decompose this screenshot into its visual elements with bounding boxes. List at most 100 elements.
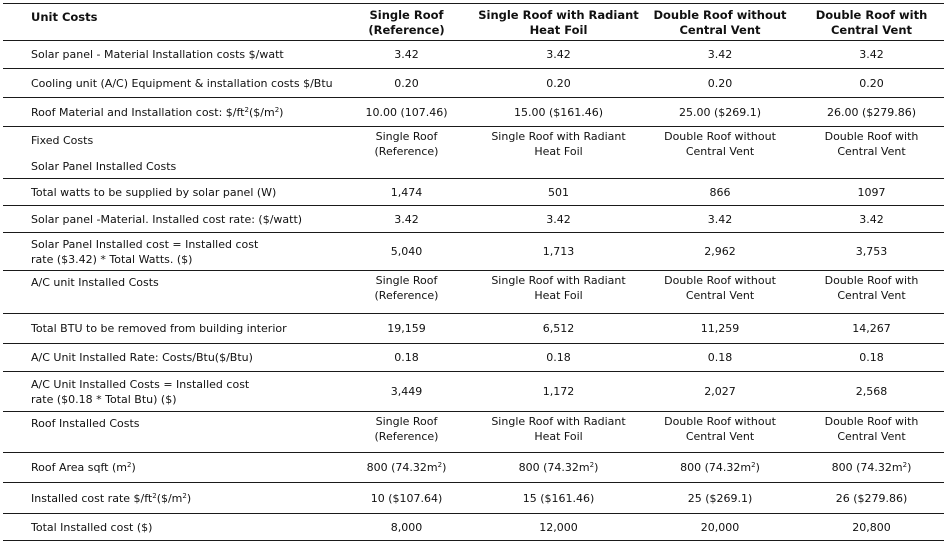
table-row: Solar panel -Material. Installed cost ra… [3,205,944,233]
table-row: A/C unit Installed Costs Single Roof (Refe… [3,270,944,314]
cell-value-text: Central Vent [837,145,906,158]
cell-value-text: Heat Foil [534,430,583,443]
cell-value-text: 800 (74.32m2) [831,461,912,474]
row-label-text: Total watts to be supplied by solar pane… [31,185,277,199]
table-row: A/C Unit Installed Costs = Installed cos… [3,371,944,412]
cell-value: 3.42 [799,40,944,69]
cell-value: 3.42 [337,40,476,69]
cell-value-text: Heat Foil [534,145,583,158]
table-row: Solar Panel Installed cost = Installed c… [3,232,944,271]
header-line: Double Roof without [653,8,787,22]
cell-value-text: 25.00 ($269.1) [678,105,762,119]
cell-value: 15.00 ($161.46) [476,97,641,127]
cell-value-text: 2,962 [704,245,736,258]
table-row: Total Installed cost ($) 8,000 12,000 20,00… [3,513,944,541]
row-label-text: Total Installed cost ($) [31,520,153,534]
row-label: A/C Unit Installed Costs = Installed cos… [3,371,337,412]
cell-value: Double Roof with Central Vent [799,411,944,453]
table-body: Unit Costs Single Roof (Reference) Singl… [3,3,944,541]
cell-value-text: Central Vent [685,430,755,443]
cell-value: 25.00 ($269.1) [641,97,799,127]
cell-value: 3.42 [476,40,641,69]
cell-value: Single Roof (Reference) [337,270,476,314]
cell-value: 25 ($269.1) [641,482,799,514]
cell-value-text: 20,800 [852,520,891,534]
row-label-text: Total BTU to be removed from building in… [31,322,287,335]
header-single-roof: Single Roof (Reference) [337,3,476,41]
row-label-text: rate ($0.18 * Total Btu) ($) [31,392,177,406]
cell-value-text: Central Vent [837,289,906,302]
cell-value: 3.42 [337,205,476,233]
cell-value: Single Roof (Reference) [337,411,476,453]
cell-value: 0.20 [799,68,944,98]
cell-value: 14,267 [799,313,944,344]
cell-value-text: 20,000 [700,520,740,534]
cell-value: 20,800 [799,513,944,541]
cell-value-text: Central Vent [685,145,755,158]
table-row: Total watts to be supplied by solar pane… [3,178,944,206]
cell-value: 19,159 [337,313,476,344]
cell-value: Single Roof (Reference) [337,126,476,179]
cell-value-text: 866 [709,185,731,199]
cell-value: 0.18 [641,343,799,372]
cell-value: 5,040 [337,232,476,271]
row-label: Solar panel - Material Installation cost… [3,40,337,69]
cell-value-text: 8,000 [390,520,423,534]
cell-value: 0.18 [476,343,641,372]
cell-value-text: Single Roof [375,415,438,428]
cell-value: 10 ($107.64) [337,482,476,514]
row-label-text: A/C Unit Installed Costs = Installed cos… [31,377,250,391]
cell-value-text: Single Roof [375,130,438,143]
cell-value: 1,713 [476,232,641,271]
unit-costs-table: Unit Costs Single Roof (Reference) Singl… [3,3,944,541]
row-label: Solar Panel Installed cost = Installed c… [3,232,337,271]
cell-value-text: Single Roof [375,274,438,287]
cell-value: Double Roof without Central Vent [641,411,799,453]
row-sublabel: Solar Panel Installed Costs [31,160,177,173]
header-double-roof-no-vent: Double Roof without Central Vent [641,3,799,41]
cell-value: 20,000 [641,513,799,541]
cell-value-text: 2,568 [855,385,888,398]
cell-value-text: Double Roof with [824,415,919,428]
cell-value-text: 800 (74.32m2) [518,461,599,474]
cell-value: 501 [476,178,641,206]
cell-value-text: 3.42 [859,212,884,226]
cell-value: 10.00 (107.46) [337,97,476,127]
cell-value: 3.42 [641,205,799,233]
row-label-text: Cooling unit (A/C) Equipment & installat… [31,76,333,90]
row-label-text: Fixed Costs [31,134,94,147]
cell-value: 800 (74.32m2) [799,452,944,483]
header-single-roof-foil: Single Roof with Radiant Heat Foil [476,3,641,41]
cell-value-text: Double Roof without [664,415,776,428]
cell-value-text: 12,000 [539,520,578,534]
header-unit-costs: Unit Costs [3,3,337,41]
cell-value-text: 5,040 [390,245,423,258]
cell-value: 866 [641,178,799,206]
cell-value: 0.20 [641,68,799,98]
row-label-text: Roof Material and Installation cost: $/f… [31,105,284,119]
row-label: Installed cost rate $/ft2($/m2) [3,482,337,514]
cell-value-text: (Reference) [374,145,439,158]
cell-value-text: 3.42 [546,212,571,226]
cell-value: 3.42 [641,40,799,69]
cell-value-text: Central Vent [837,430,906,443]
cell-value-text: 3,449 [390,385,423,398]
cell-value-text: 3.42 [859,48,884,61]
cell-value: 8,000 [337,513,476,541]
cell-value-text: 0.20 [707,76,733,90]
cell-value: Double Roof without Central Vent [641,270,799,314]
cell-value-text: Double Roof without [664,130,776,143]
cell-value-text: Central Vent [685,289,755,302]
header-line: Single Roof [369,8,444,22]
cell-value: 1,474 [337,178,476,206]
cell-value-text: Double Roof without [664,274,776,287]
cell-value-text: 800 (74.32m2) [366,461,447,474]
cell-value: 3.42 [476,205,641,233]
header-line: Heat Foil [529,23,588,37]
cell-value: Double Roof with Central Vent [799,270,944,314]
cell-value: 26.00 ($279.86) [799,97,944,127]
cell-value: 0.20 [337,68,476,98]
cell-value-text: 11,259 [700,322,740,335]
cell-value: 6,512 [476,313,641,344]
header-row: Unit Costs Single Roof (Reference) Singl… [3,3,944,41]
